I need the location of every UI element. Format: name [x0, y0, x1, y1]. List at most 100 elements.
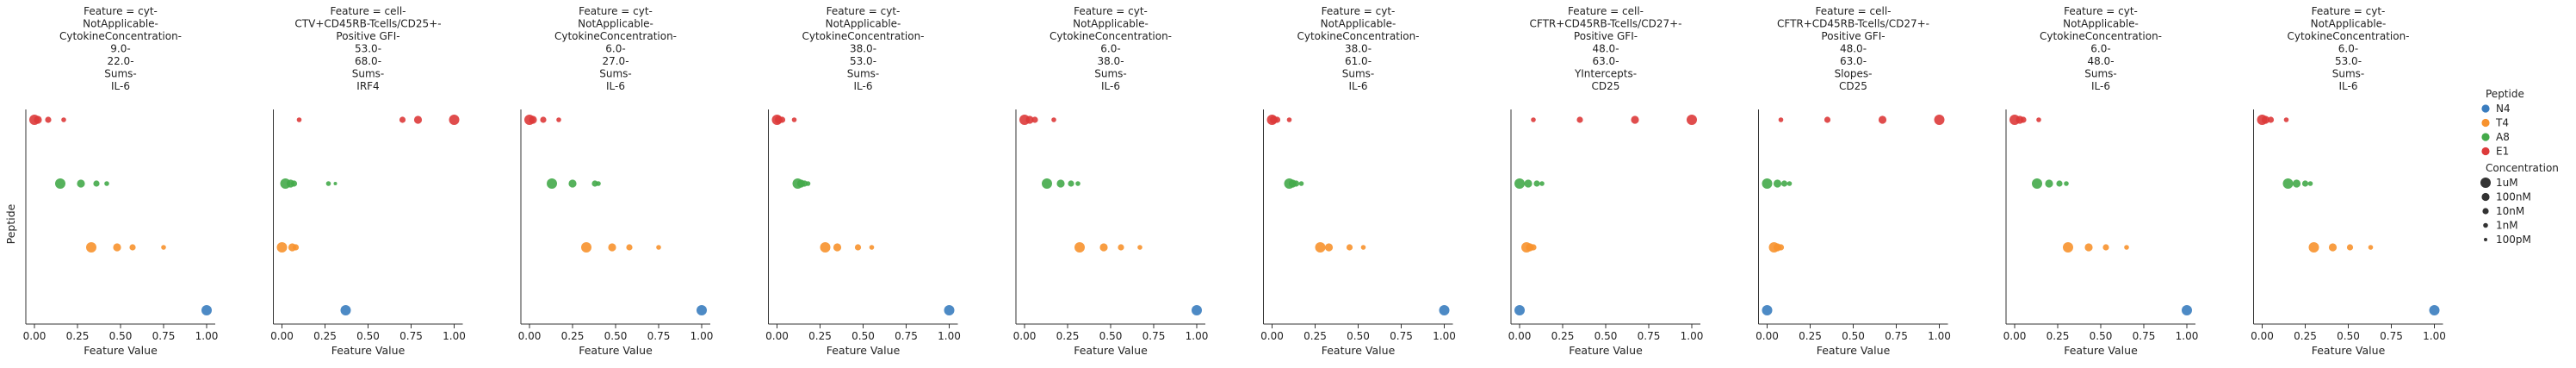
x-tick-label: 0.75 — [2133, 330, 2156, 342]
point-e1 — [1878, 115, 1887, 124]
panel-title-line: 68.0- — [355, 55, 381, 67]
panel-title-line: Positive GFI- — [336, 30, 399, 42]
panel-title-line: CytokineConcentration- — [1297, 30, 1419, 42]
panel-title-line: IL-6 — [606, 80, 625, 92]
x-tick-label: 0.00 — [1508, 330, 1532, 342]
point-t4 — [1360, 245, 1366, 250]
x-tick-label: 0.50 — [1595, 330, 1618, 342]
legend-size-marker — [2483, 222, 2488, 228]
point-e1 — [2283, 117, 2289, 122]
point-t4 — [2102, 244, 2109, 251]
panel-title-line: Feature = cell- — [330, 5, 406, 17]
panel-title-line: Positive GFI- — [1821, 30, 1885, 42]
panel-title-line: Feature = cyt- — [2064, 5, 2138, 17]
point-t4 — [2328, 243, 2338, 252]
x-tick-label: 0.00 — [518, 330, 542, 342]
point-e1 — [1025, 115, 1034, 124]
panel-title-line: YIntercepts- — [1574, 68, 1637, 80]
panel-title-line: Sums- — [847, 68, 880, 80]
point-t4 — [869, 245, 875, 250]
panel-title-line: 63.0- — [1840, 55, 1867, 67]
point-n4 — [697, 305, 707, 315]
x-tick-label: 0.25 — [561, 330, 585, 342]
panel-title-line: Feature = cell- — [1815, 5, 1891, 17]
point-t4 — [1137, 245, 1142, 250]
legend-marker-e1 — [2481, 147, 2490, 156]
point-a8 — [1524, 179, 1533, 188]
point-t4 — [608, 243, 616, 252]
point-t4 — [2124, 245, 2129, 250]
point-a8 — [2292, 179, 2301, 188]
point-n4 — [2429, 305, 2440, 315]
panel-title-line: CytokineConcentration- — [2287, 30, 2409, 42]
panel-title-line: Sums- — [104, 68, 137, 80]
point-a8 — [805, 181, 811, 186]
x-tick-label: 0.25 — [1056, 330, 1080, 342]
legend-size-label: 1uM — [2496, 177, 2518, 189]
x-tick-label: 1.00 — [1433, 330, 1456, 342]
legend-size-marker — [2482, 208, 2489, 215]
point-a8 — [1780, 180, 1788, 187]
panel-2: Feature = cell-CTV+CD45RB-Tcells/CD25+-P… — [270, 5, 466, 357]
x-axis-label: Feature Value — [2312, 344, 2386, 357]
x-axis-label: Feature Value — [1322, 344, 1396, 357]
panel-title-line: CytokineConcentration- — [1050, 30, 1172, 42]
point-a8 — [1786, 181, 1793, 186]
point-t4 — [2308, 242, 2319, 253]
panel-title-line: 6.0- — [2338, 43, 2358, 55]
point-n4 — [2182, 305, 2192, 315]
panel-9: Feature = cyt-NotApplicable-CytokineConc… — [2003, 5, 2199, 357]
panel-title-line: 6.0- — [605, 43, 625, 55]
point-a8 — [2064, 181, 2069, 186]
x-tick-label: 0.75 — [1142, 330, 1166, 342]
legend-marker-n4 — [2481, 104, 2490, 113]
point-n4 — [340, 305, 351, 315]
x-axis-label: Feature Value — [579, 344, 653, 357]
point-n4 — [944, 305, 955, 315]
point-t4 — [1074, 242, 1085, 253]
point-e1 — [2261, 115, 2270, 124]
panel-title-line: 27.0- — [602, 55, 629, 67]
point-e1 — [449, 115, 460, 125]
panel-title-line: 9.0- — [110, 43, 130, 55]
panel-title-line: IRF4 — [356, 80, 379, 92]
point-a8 — [2301, 180, 2309, 187]
point-e1 — [778, 116, 786, 123]
legend-size-label: 1nM — [2496, 220, 2518, 232]
legend-label-n4: N4 — [2496, 103, 2511, 115]
x-tick-label: 1.00 — [195, 330, 219, 342]
point-a8 — [801, 180, 808, 187]
panel-title-line: CFTR+CD45RB-Tcells/CD27+- — [1777, 18, 1929, 30]
x-tick-label: 0.75 — [152, 330, 176, 342]
point-a8 — [1539, 181, 1545, 186]
point-n4 — [201, 305, 212, 315]
panel-1: Feature = cyt-NotApplicable-CytokineConc… — [23, 5, 219, 357]
x-tick-label: 0.25 — [2294, 330, 2317, 342]
panel-title-line: 22.0- — [107, 55, 133, 67]
legend-size-marker — [2481, 192, 2490, 202]
point-e1 — [2020, 116, 2027, 123]
legend-label-e1: E1 — [2496, 146, 2509, 158]
panel-3: Feature = cyt-NotApplicable-CytokineConc… — [518, 5, 714, 357]
point-e1 — [34, 115, 42, 124]
x-tick-label: 0.00 — [1260, 330, 1284, 342]
point-a8 — [325, 181, 331, 186]
point-e1 — [1576, 116, 1583, 123]
panel-title-line: NotApplicable- — [826, 18, 901, 30]
x-tick-label: 0.50 — [604, 330, 628, 342]
point-t4 — [292, 244, 300, 251]
panel-title-line: CytokineConcentration- — [2040, 30, 2162, 42]
point-e1 — [1031, 116, 1038, 123]
panel-title-line: 63.0- — [1592, 55, 1619, 67]
point-a8 — [1042, 178, 1052, 189]
point-a8 — [333, 182, 337, 185]
x-tick-label: 0.75 — [2380, 330, 2403, 342]
x-tick-label: 1.00 — [938, 330, 961, 342]
panel-8: Feature = cell-CFTR+CD45RB-Tcells/CD27+-… — [1756, 5, 1951, 357]
point-e1 — [1778, 117, 1784, 122]
panel-title-line: IL-6 — [854, 80, 873, 92]
panel-title-line: IL-6 — [2339, 80, 2358, 92]
x-tick-label: 0.25 — [313, 330, 337, 342]
panel-title-line: Sums- — [1094, 68, 1127, 80]
point-t4 — [86, 242, 96, 253]
